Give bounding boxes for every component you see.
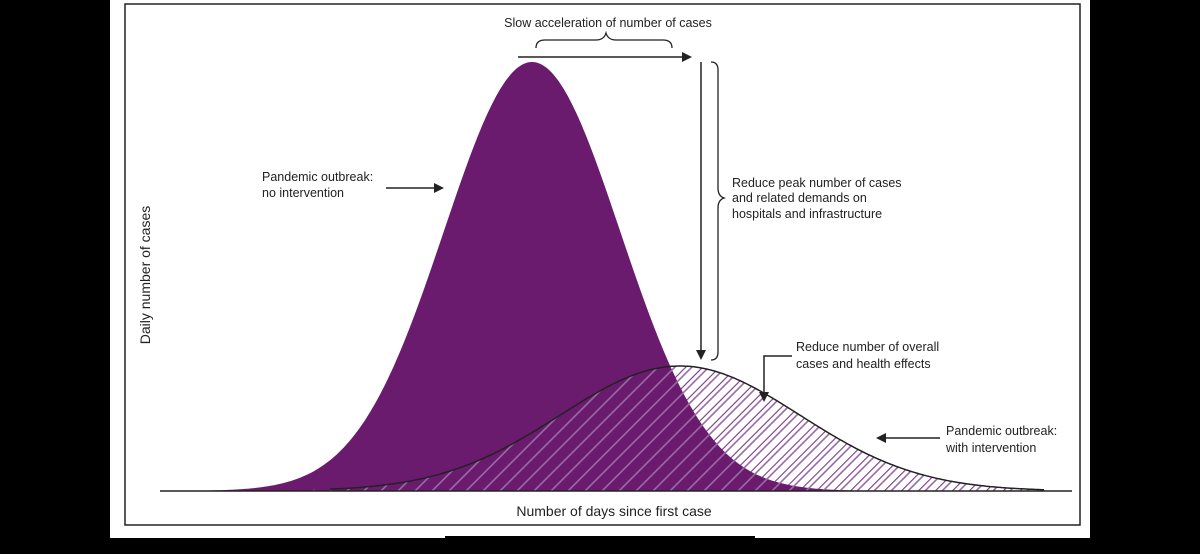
hatch-line	[0, 320, 8, 520]
reduce-peak-label-line1: Reduce peak number of cases	[732, 176, 902, 190]
hatch-line	[946, 366, 1045, 491]
hatch-line	[1083, 320, 1200, 520]
hatch-line	[640, 366, 842, 491]
reduce-overall-label-line2: cases and health effects	[796, 357, 931, 371]
hatch-line	[1185, 320, 1200, 520]
hatch-line	[657, 366, 859, 491]
slow-acceleration-label: Slow acceleration of number of cases	[504, 16, 712, 30]
no-intervention-label-line2: no intervention	[262, 186, 344, 200]
no-intervention-label-line1: Pandemic outbreak:	[262, 170, 373, 184]
hatch-line	[0, 320, 25, 520]
hatch-line	[453, 366, 655, 491]
hatch-line	[0, 320, 42, 520]
figure-border	[124, 3, 1081, 526]
x-axis-label: Number of days since first case	[516, 503, 712, 519]
hatch-line	[470, 366, 672, 491]
reduce-peak-label-line3: hospitals and infrastructure	[732, 207, 882, 221]
hatch-line	[0, 320, 110, 520]
hatch-line	[1168, 320, 1200, 520]
hatch-line	[487, 366, 689, 491]
hatch-line	[572, 366, 774, 491]
hatch-line	[0, 320, 127, 520]
slow-acceleration-brace-icon	[535, 30, 673, 49]
hatch-line	[1100, 320, 1200, 520]
hatch-line	[538, 366, 740, 491]
hatch-line	[691, 366, 893, 491]
hatch-line	[555, 366, 757, 491]
hatch-line	[0, 320, 93, 520]
no-intervention-curve	[160, 62, 900, 491]
hatch-line	[1134, 320, 1200, 520]
with-intervention-label-line1: Pandemic outbreak:	[946, 424, 1057, 438]
with-intervention-label-line2: with intervention	[945, 441, 1036, 455]
reduce-overall-label-line1: Reduce number of overall	[796, 340, 939, 354]
hatch-line	[0, 320, 59, 520]
hatch-line	[589, 366, 791, 491]
hatch-line	[1117, 320, 1200, 520]
reduce-overall-arrow	[759, 355, 792, 402]
hatch-line	[521, 366, 723, 491]
hatch-line	[674, 366, 876, 491]
hatch-line	[504, 366, 706, 491]
hatch-line	[606, 366, 808, 491]
y-axis-label: Daily number of cases	[137, 206, 153, 345]
hatch-line	[0, 320, 76, 520]
hatch-line	[1151, 320, 1200, 520]
bottom-black-bar	[445, 536, 755, 554]
reduce-peak-brace-icon	[710, 61, 727, 361]
hatch-line	[623, 366, 825, 491]
with-intervention-curve-outline	[329, 365, 1044, 491]
reduce-peak-label-line2: and related demands on	[732, 191, 867, 205]
